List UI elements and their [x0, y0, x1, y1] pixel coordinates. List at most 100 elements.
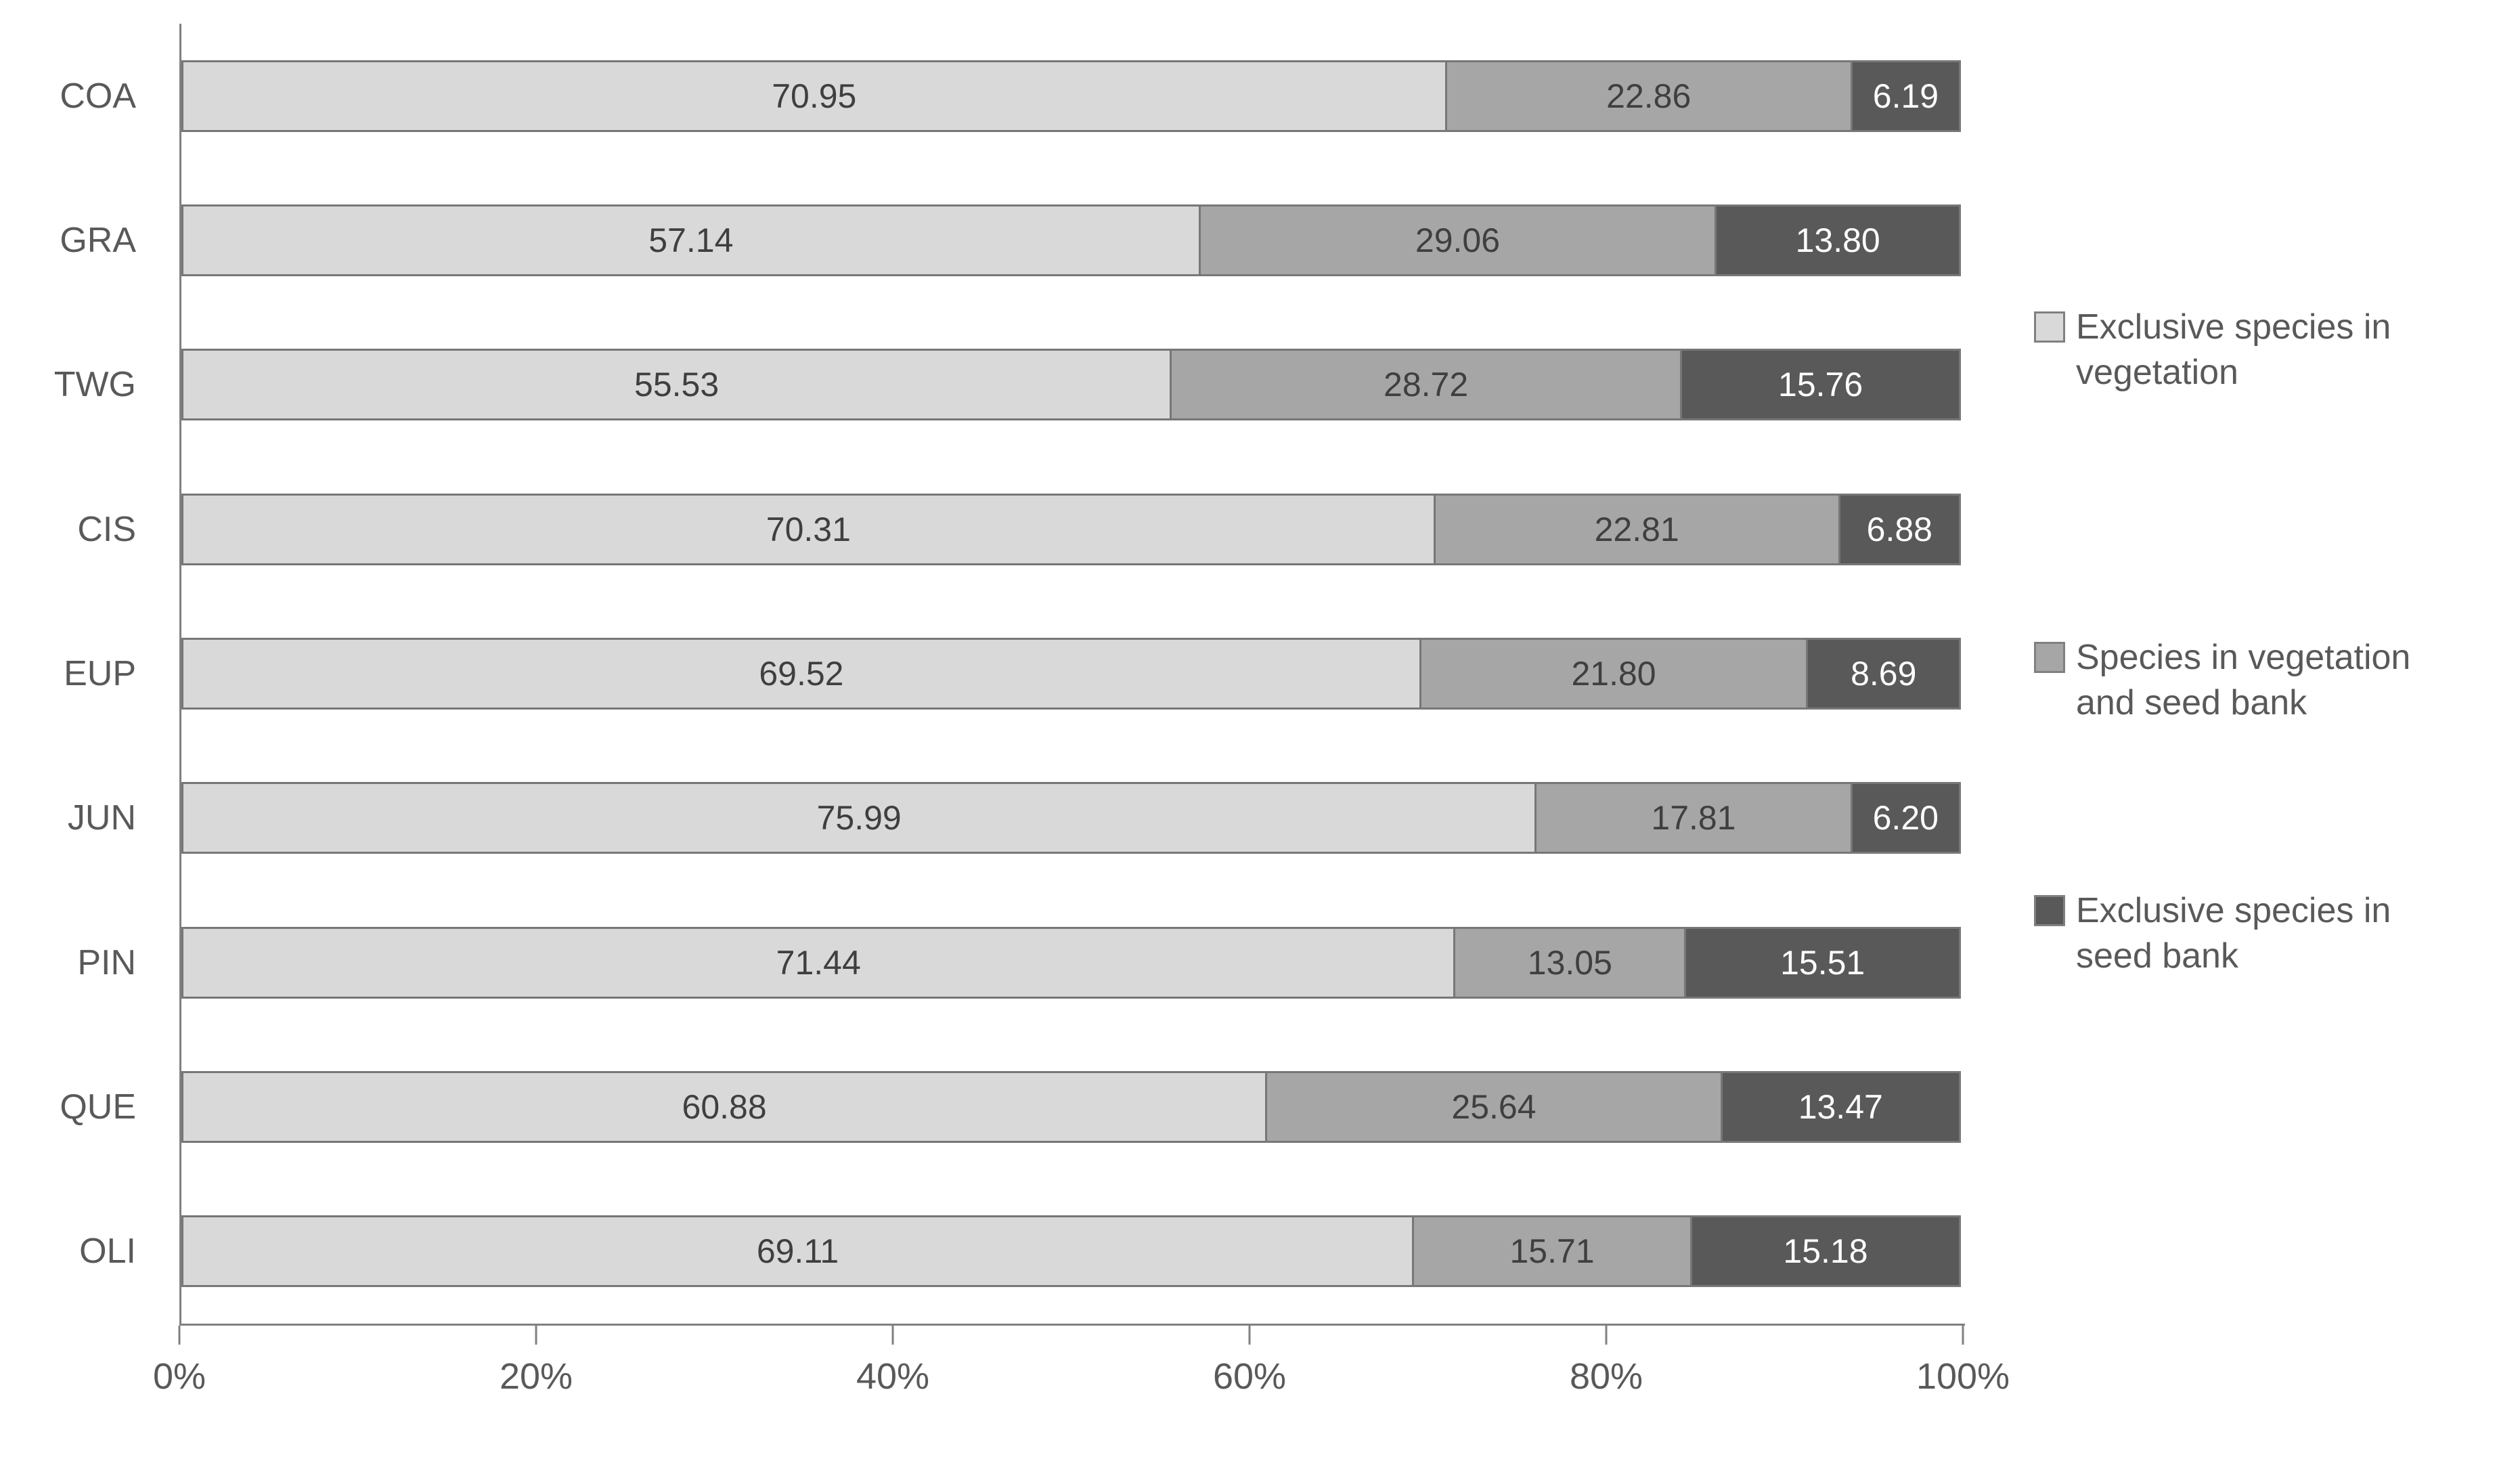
bar-row: 71.44 13.05 15.51: [181, 890, 1965, 1035]
value-label: 55.53: [634, 366, 720, 404]
bar-segment: 71.44: [181, 926, 1456, 999]
bar-segment: 6.20: [1850, 782, 1961, 854]
value-label: 17.81: [1651, 799, 1736, 838]
category-tick-label: EUP: [64, 653, 136, 693]
bar-segment: 70.31: [181, 493, 1436, 565]
category-tick-label: COA: [60, 76, 136, 116]
bar-segment: 28.72: [1170, 349, 1682, 421]
value-label: 13.05: [1527, 943, 1612, 982]
value-label: 75.99: [816, 799, 902, 838]
x-axis-tick: [535, 1326, 537, 1345]
category-axis: COA GRA TWG CIS EUP JUN PIN QUE OLI: [0, 24, 159, 1324]
x-axis-tick: [1962, 1326, 1964, 1345]
value-label: 57.14: [648, 221, 734, 259]
bar-row: 75.99 17.81 6.20: [181, 746, 1965, 890]
value-label: 13.80: [1795, 221, 1880, 259]
bar-row: 69.11 15.71 15.18: [181, 1179, 1965, 1324]
x-axis-tick-label: 40%: [856, 1356, 930, 1397]
legend-item-exclusive-vegetation: Exclusive species in vegetation: [2034, 305, 2475, 395]
legend-swatch-medium-gray: [2034, 642, 2065, 673]
x-axis-tick-label: 60%: [1212, 1356, 1287, 1397]
legend-label: Exclusive species in vegetation: [2076, 307, 2391, 392]
bar-segment: 29.06: [1198, 204, 1717, 276]
bar-row: 70.95 22.86 6.19: [181, 24, 1965, 168]
bar-segment: 13.05: [1453, 926, 1687, 999]
legend-item-vegetation-and-seed-bank: Species in vegetation and seed bank: [2034, 635, 2475, 725]
bar-segment: 15.71: [1412, 1215, 1692, 1288]
value-label: 69.11: [756, 1232, 839, 1271]
value-label: 29.06: [1415, 221, 1501, 259]
bar-segment: 15.18: [1690, 1215, 1961, 1288]
x-axis-tick-label: 80%: [1569, 1356, 1643, 1397]
legend-label: Species in vegetation and seed bank: [2076, 638, 2411, 722]
bar-segment: 25.64: [1265, 1070, 1723, 1143]
category-tick-label: GRA: [60, 220, 136, 260]
bar-segment: 55.53: [181, 349, 1172, 421]
legend-label: Exclusive species in seed bank: [2076, 891, 2391, 976]
bar-row: 57.14 29.06 13.80: [181, 168, 1965, 312]
bar-segment: 22.81: [1433, 493, 1840, 565]
value-label: 6.20: [1872, 799, 1939, 838]
x-axis-tick-label: 0%: [152, 1356, 206, 1397]
value-label: 8.69: [1851, 654, 1917, 693]
stacked-bar: 57.14 29.06 13.80: [181, 204, 1965, 276]
value-label: 28.72: [1384, 366, 1469, 404]
bar-row: 70.31 22.81 6.88: [181, 457, 1965, 601]
stacked-bar: 70.31 22.81 6.88: [181, 493, 1965, 565]
x-axis-tick-label: 20%: [499, 1356, 573, 1397]
legend-swatch-light-gray: [2034, 311, 2065, 343]
bar-segment: 15.51: [1684, 926, 1961, 999]
bar-segment: 60.88: [181, 1070, 1268, 1143]
bar-segment: 69.11: [181, 1215, 1415, 1288]
category-tick-label: QUE: [60, 1087, 136, 1127]
value-label: 70.95: [772, 77, 857, 115]
category-tick-label: TWG: [53, 365, 136, 405]
stacked-bar: 75.99 17.81 6.20: [181, 782, 1965, 854]
value-label: 69.52: [759, 654, 844, 693]
category-tick-label: CIS: [77, 509, 136, 549]
stacked-bar: 55.53 28.72 15.76: [181, 349, 1965, 421]
stacked-bar: 70.95 22.86 6.19: [181, 60, 1965, 132]
x-axis-tick: [891, 1326, 894, 1345]
value-label: 60.88: [682, 1087, 767, 1126]
value-label: 6.19: [1872, 77, 1939, 115]
bar-segment: 69.52: [181, 637, 1421, 710]
value-label: 22.81: [1594, 510, 1679, 548]
value-label: 15.51: [1780, 943, 1865, 982]
bar-segment: 75.99: [181, 782, 1537, 854]
bar-segment: 21.80: [1419, 637, 1809, 710]
value-label: 6.88: [1866, 510, 1932, 548]
bar-segment: 6.19: [1850, 60, 1961, 132]
bar-segment: 13.47: [1720, 1070, 1961, 1143]
bar-row: 60.88 25.64 13.47: [181, 1035, 1965, 1179]
bar-segment: 22.86: [1444, 60, 1853, 132]
bar-segment: 13.80: [1715, 204, 1961, 276]
value-label: 21.80: [1571, 654, 1656, 693]
stacked-bar: 71.44 13.05 15.51: [181, 926, 1965, 999]
value-label: 15.71: [1509, 1232, 1595, 1271]
legend-item-exclusive-seed-bank: Exclusive species in seed bank: [2034, 888, 2475, 978]
x-axis-tick: [1248, 1326, 1251, 1345]
value-label: 71.44: [776, 943, 861, 982]
legend-swatch-dark-gray: [2034, 895, 2065, 926]
x-axis-tick: [1605, 1326, 1608, 1345]
value-label: 70.31: [766, 510, 851, 548]
stacked-bar: 69.11 15.71 15.18: [181, 1215, 1965, 1288]
bar-segment: 17.81: [1534, 782, 1853, 854]
value-label: 25.64: [1451, 1087, 1537, 1126]
bar-segment: 15.76: [1679, 349, 1962, 421]
category-tick-label: OLI: [79, 1232, 136, 1271]
stacked-bar: 60.88 25.64 13.47: [181, 1070, 1965, 1143]
x-axis-tick-label: 100%: [1916, 1356, 2010, 1397]
value-label: 15.76: [1778, 366, 1863, 404]
bar-segment: 57.14: [181, 204, 1201, 276]
value-label: 15.18: [1783, 1232, 1868, 1271]
x-axis-tick: [178, 1326, 181, 1345]
category-tick-label: PIN: [77, 942, 136, 982]
bar-row: 55.53 28.72 15.76: [181, 313, 1965, 457]
bar-segment: 70.95: [181, 60, 1447, 132]
value-label: 22.86: [1606, 77, 1692, 115]
legend: Exclusive species in vegetation Species …: [2034, 0, 2520, 1457]
bar-segment: 6.88: [1838, 493, 1961, 565]
